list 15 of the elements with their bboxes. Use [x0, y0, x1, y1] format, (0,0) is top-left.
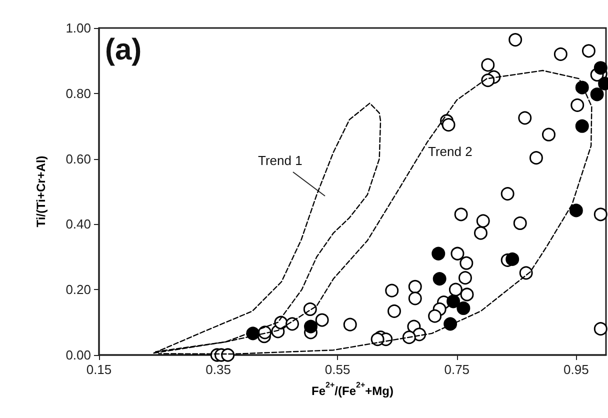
x-tick-label: 0.35	[206, 362, 231, 377]
series-label: Trend 2	[428, 144, 472, 159]
annotation: (a)	[105, 34, 142, 66]
y-tick-label: 0.80	[66, 86, 91, 101]
x-tick-label: 0.15	[86, 362, 112, 377]
y-tick-label: 0.40	[66, 216, 91, 232]
x-tick-label: 0.75	[444, 362, 470, 377]
y-tick-label: 0.00	[66, 348, 91, 362]
x-tick-label: 0.55	[324, 362, 350, 377]
x-tick-label: 0.95	[564, 362, 589, 377]
y-tick-label: 0.20	[66, 282, 91, 298]
y-tick-label: 0.60	[66, 151, 91, 166]
y-axis-title: Ti/(Ti+Cr+Al)	[34, 156, 48, 228]
series-label: Trend 1	[258, 153, 302, 168]
y-tick-label: 1.00	[66, 20, 91, 36]
